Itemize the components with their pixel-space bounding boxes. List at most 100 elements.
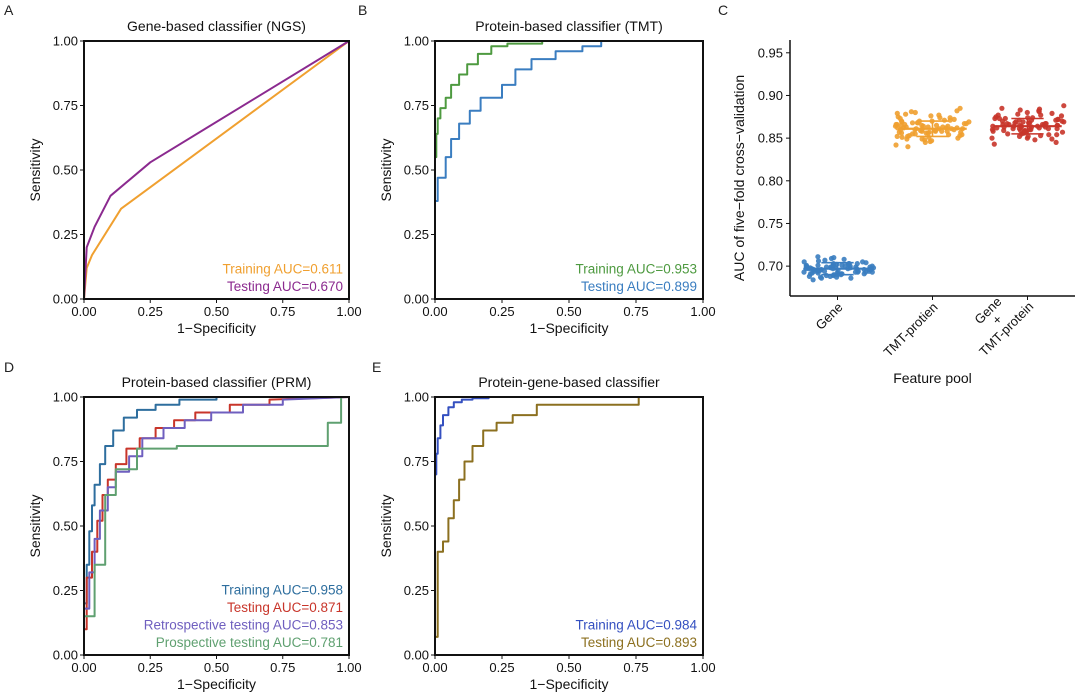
y-tick-label: 0.25 [53,583,78,598]
data-point [899,118,905,124]
data-point [893,142,899,148]
data-point [801,269,807,275]
x-axis-label: 1−Specificity [177,676,256,692]
roc-curve-a-1 [83,40,350,300]
panel-d-roc-chart: 0.00 0.25 0.50 0.75 1.00 0.00 0.25 0.50 0.75 1.00… [27,374,362,692]
data-point [905,144,911,150]
y-axis-label: Sensitivity [27,138,43,201]
data-point [919,136,925,142]
data-point [1058,113,1065,119]
panel-a-roc-chart: 0.00 0.25 0.50 0.75 1.00 0.00 0.25 0.50 0.75 1.00… [27,18,362,336]
data-point [894,133,900,139]
y-tick-label: 0.90 [758,88,783,103]
roc-curve-b-0 [434,40,703,299]
legend-entry: Testing AUC=0.871 [227,600,343,615]
y-tick-label: 0.50 [53,163,78,178]
data-point [810,277,816,283]
data-point [852,269,859,275]
y-tick-label: 0.00 [404,292,429,307]
y-tick-label: 0.25 [404,227,429,242]
y-tick-label: 1.00 [404,390,429,405]
x-category-label-line: Gene [813,300,846,333]
data-point [954,108,960,114]
y-tick-label: 1.00 [53,34,78,49]
chart-title: Gene-based classifier (NGS) [127,18,306,34]
legend-entry: Testing AUC=0.670 [227,279,343,294]
data-point [1053,139,1059,145]
data-point [1059,129,1066,135]
data-point [869,263,875,269]
data-point [1024,109,1030,116]
y-tick-label: 0.50 [404,163,429,178]
y-tick-label: 0.75 [404,98,429,113]
data-point [961,121,968,127]
data-point [860,259,866,265]
data-point [898,122,904,128]
y-tick-label: 0.50 [404,519,429,534]
data-point [909,120,916,126]
y-tick-label: 0.95 [758,45,783,60]
y-tick-label: 0.80 [758,173,783,188]
data-point [937,115,943,121]
x-tick-label: 1.00 [690,304,715,319]
data-point [922,139,928,145]
legend-entry: Training AUC=0.953 [576,262,697,277]
x-category-label: Gene+TMT-protein [958,280,1037,359]
data-point [999,105,1005,111]
y-tick-label: 0.75 [53,454,78,469]
data-point [807,271,814,277]
data-point [841,256,847,262]
x-tick-label: 0.00 [422,304,447,319]
x-tick-label: 0.00 [71,660,96,675]
roc-curve-d-2 [83,396,350,655]
data-point [1004,121,1010,127]
y-tick-label: 0.00 [53,292,78,307]
data-point [1005,131,1011,137]
plot-frame [83,40,350,300]
data-point [1001,127,1007,134]
roc-curve-b-1 [434,40,703,299]
data-point [861,271,867,277]
data-point [955,135,961,141]
data-point [1049,136,1055,142]
data-point [947,117,953,123]
chart-title: Protein-based classifier (PRM) [122,374,312,390]
x-tick-label: 0.25 [489,304,514,319]
data-point [912,109,918,116]
data-point [1032,137,1038,143]
x-tick-label: 0.00 [422,660,447,675]
roc-curve-e-1 [434,396,703,655]
x-tick-label: 0.75 [623,304,648,319]
data-point [1054,132,1060,138]
y-tick-label: 0.50 [53,519,78,534]
plot-frame [434,396,704,656]
data-point [995,112,1001,118]
y-tick-label: 1.00 [404,34,429,49]
x-tick-label: 0.75 [270,660,295,675]
data-point [989,135,995,141]
x-category-label: Gene [813,300,846,333]
roc-curve-d-1 [83,396,350,655]
panel-letter-c: C [718,2,728,18]
x-tick-label: 0.25 [138,304,163,319]
legend-entry: Testing AUC=0.899 [581,279,697,294]
panel-letter-d: D [4,359,14,375]
data-point [1036,109,1042,115]
data-point [990,123,996,129]
data-point [1015,111,1021,117]
data-point [1012,120,1018,126]
x-tick-label: 0.25 [138,660,163,675]
y-tick-label: 0.75 [404,454,429,469]
data-point [991,141,997,147]
data-point [928,113,934,119]
x-tick-label: 0.50 [204,304,229,319]
plot-frame [83,396,350,656]
data-point [951,116,957,122]
roc-curve-e-0 [434,396,703,655]
y-axis-label: AUC of five−fold cross−validation [731,75,747,281]
x-tick-label: 1.00 [690,660,715,675]
y-tick-label: 0.00 [404,648,429,663]
data-point [815,262,821,268]
y-tick-label: 1.00 [53,390,78,405]
x-tick-label: 1.00 [336,660,361,675]
